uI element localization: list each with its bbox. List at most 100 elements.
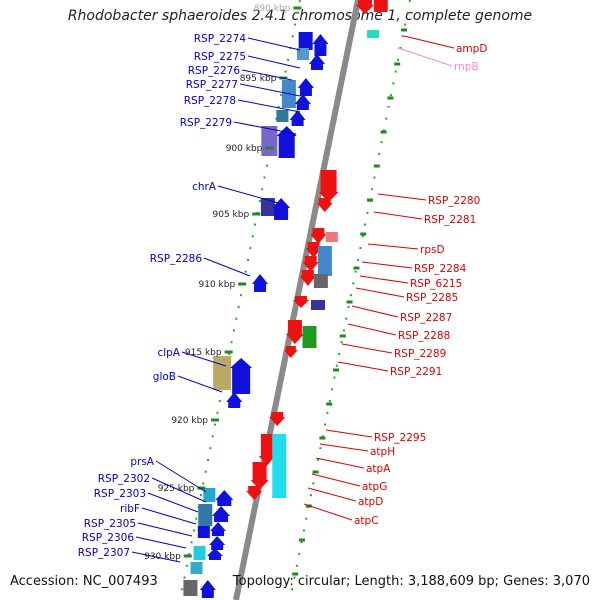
leader-line (135, 536, 187, 549)
gene-label-right: rnpB (454, 61, 479, 73)
kbp-tick-label: 895 kbp (240, 74, 277, 84)
gene-label-left: RSP_2277 (186, 79, 238, 91)
gene-block (325, 232, 338, 242)
gene-block (297, 48, 310, 60)
gene-features (183, 0, 388, 598)
kbp-tick-label: 930 kbp (144, 552, 181, 562)
leader-line (203, 257, 251, 277)
leader-line (337, 361, 389, 372)
gene-block (367, 30, 380, 38)
gene-label-right: atpC (354, 515, 379, 527)
gene-arrow (310, 228, 327, 244)
gene-arrow (215, 490, 234, 506)
leader-line (307, 487, 357, 502)
leader-line (137, 522, 193, 537)
gene-block (373, 0, 388, 12)
gene-label-left: RSP_2279 (180, 117, 232, 129)
gene-labels: RSP_2274 RSP_2275 RSP_2276 RSP_2277 RSP_2278… (78, 33, 487, 563)
gene-block (198, 504, 213, 526)
leader-line (373, 211, 423, 220)
gene-arrow (312, 34, 329, 56)
gene-block (310, 300, 325, 310)
leader-line (247, 37, 301, 51)
gene-arrow (250, 462, 269, 490)
gene-label-left: RSP_2274 (194, 33, 247, 45)
kbp-tick-label: 905 kbp (213, 210, 250, 220)
gene-label-right: RSP_2281 (424, 214, 476, 226)
gene-label-left: chrA (192, 181, 217, 193)
gene-arrow (305, 242, 322, 258)
gene-block (183, 580, 198, 596)
gene-arrow (355, 0, 374, 14)
leader-line (325, 429, 373, 438)
gene-label-left: RSP_2307 (78, 547, 130, 559)
gene-label-right: RSP_2289 (394, 348, 446, 360)
gene-block (276, 110, 289, 122)
gene-arrow (226, 392, 243, 408)
gene-arrow (294, 94, 311, 110)
gene-arrow (206, 548, 223, 560)
leader-line (247, 55, 301, 69)
gene-block (298, 32, 313, 50)
gene-arrow (269, 412, 286, 426)
gene-arrow (283, 346, 298, 358)
gene-block (313, 274, 328, 288)
gene-block (302, 326, 317, 348)
kbp-tick-label: 910 kbp (199, 280, 236, 290)
leader-line (347, 323, 397, 336)
gene-label-right: RSP_2285 (406, 292, 458, 304)
gene-label-left: prsA (130, 456, 154, 468)
gene-label-left: RSP_2275 (194, 51, 246, 63)
leader-line (403, 35, 455, 49)
gene-label-left: RSP_2302 (98, 473, 150, 485)
leader-line (351, 305, 399, 318)
gene-arrow (285, 320, 304, 344)
gene-label-right: atpA (366, 463, 391, 475)
leader-line (361, 261, 413, 269)
leader-line (315, 457, 365, 469)
gene-label-right: rpsD (420, 244, 445, 256)
leader-line (355, 287, 405, 298)
gene-arrow (258, 434, 275, 466)
leader-line (367, 243, 419, 250)
leader-line (217, 185, 283, 205)
kbp-tick-label: 890 kbp (254, 4, 291, 14)
leader-line (311, 473, 361, 487)
gene-arrow (209, 536, 226, 550)
gene-block (190, 562, 203, 574)
gene-label-right: RSP_2295 (374, 432, 426, 444)
gene-label-left: RSP_2286 (150, 253, 203, 265)
gene-label-right: ampD (456, 43, 487, 55)
gene-arrow (230, 358, 253, 394)
gene-label-right: RSP_2288 (398, 330, 450, 342)
gene-label-right: RSP_2280 (428, 195, 480, 207)
kbp-tick-label: 900 kbp (226, 144, 263, 154)
gene-arrow (308, 54, 325, 70)
gene-label-left: RSP_2276 (188, 65, 241, 77)
gene-block (197, 526, 210, 538)
gene-arrow (299, 270, 316, 286)
gene-arrow (210, 522, 227, 536)
gene-block (193, 546, 206, 560)
gene-arrow (318, 170, 339, 202)
accession-text: Accession: NC_007493 (10, 574, 158, 589)
leader-line (141, 507, 197, 525)
gene-block (261, 126, 278, 156)
map-title: Rhodobacter sphaeroides 2.4.1 chromosome… (67, 8, 533, 24)
gene-arrow (276, 126, 297, 158)
gene-label-right: atpD (358, 496, 383, 508)
gene-block (272, 434, 287, 498)
leader-line (397, 47, 453, 67)
topology-text: Topology: circular; Length: 3,188,609 bp… (232, 574, 590, 589)
gene-label-left: clpA (157, 347, 180, 359)
leader-line (181, 351, 227, 367)
leader-line (239, 83, 301, 97)
gene-label-right: atpG (362, 481, 387, 493)
gene-block (213, 356, 232, 390)
gene-label-right: RSP_2291 (390, 366, 442, 378)
kbp-tick-label: 920 kbp (171, 416, 208, 426)
gene-arrow (302, 256, 319, 272)
leader-line (341, 343, 393, 354)
